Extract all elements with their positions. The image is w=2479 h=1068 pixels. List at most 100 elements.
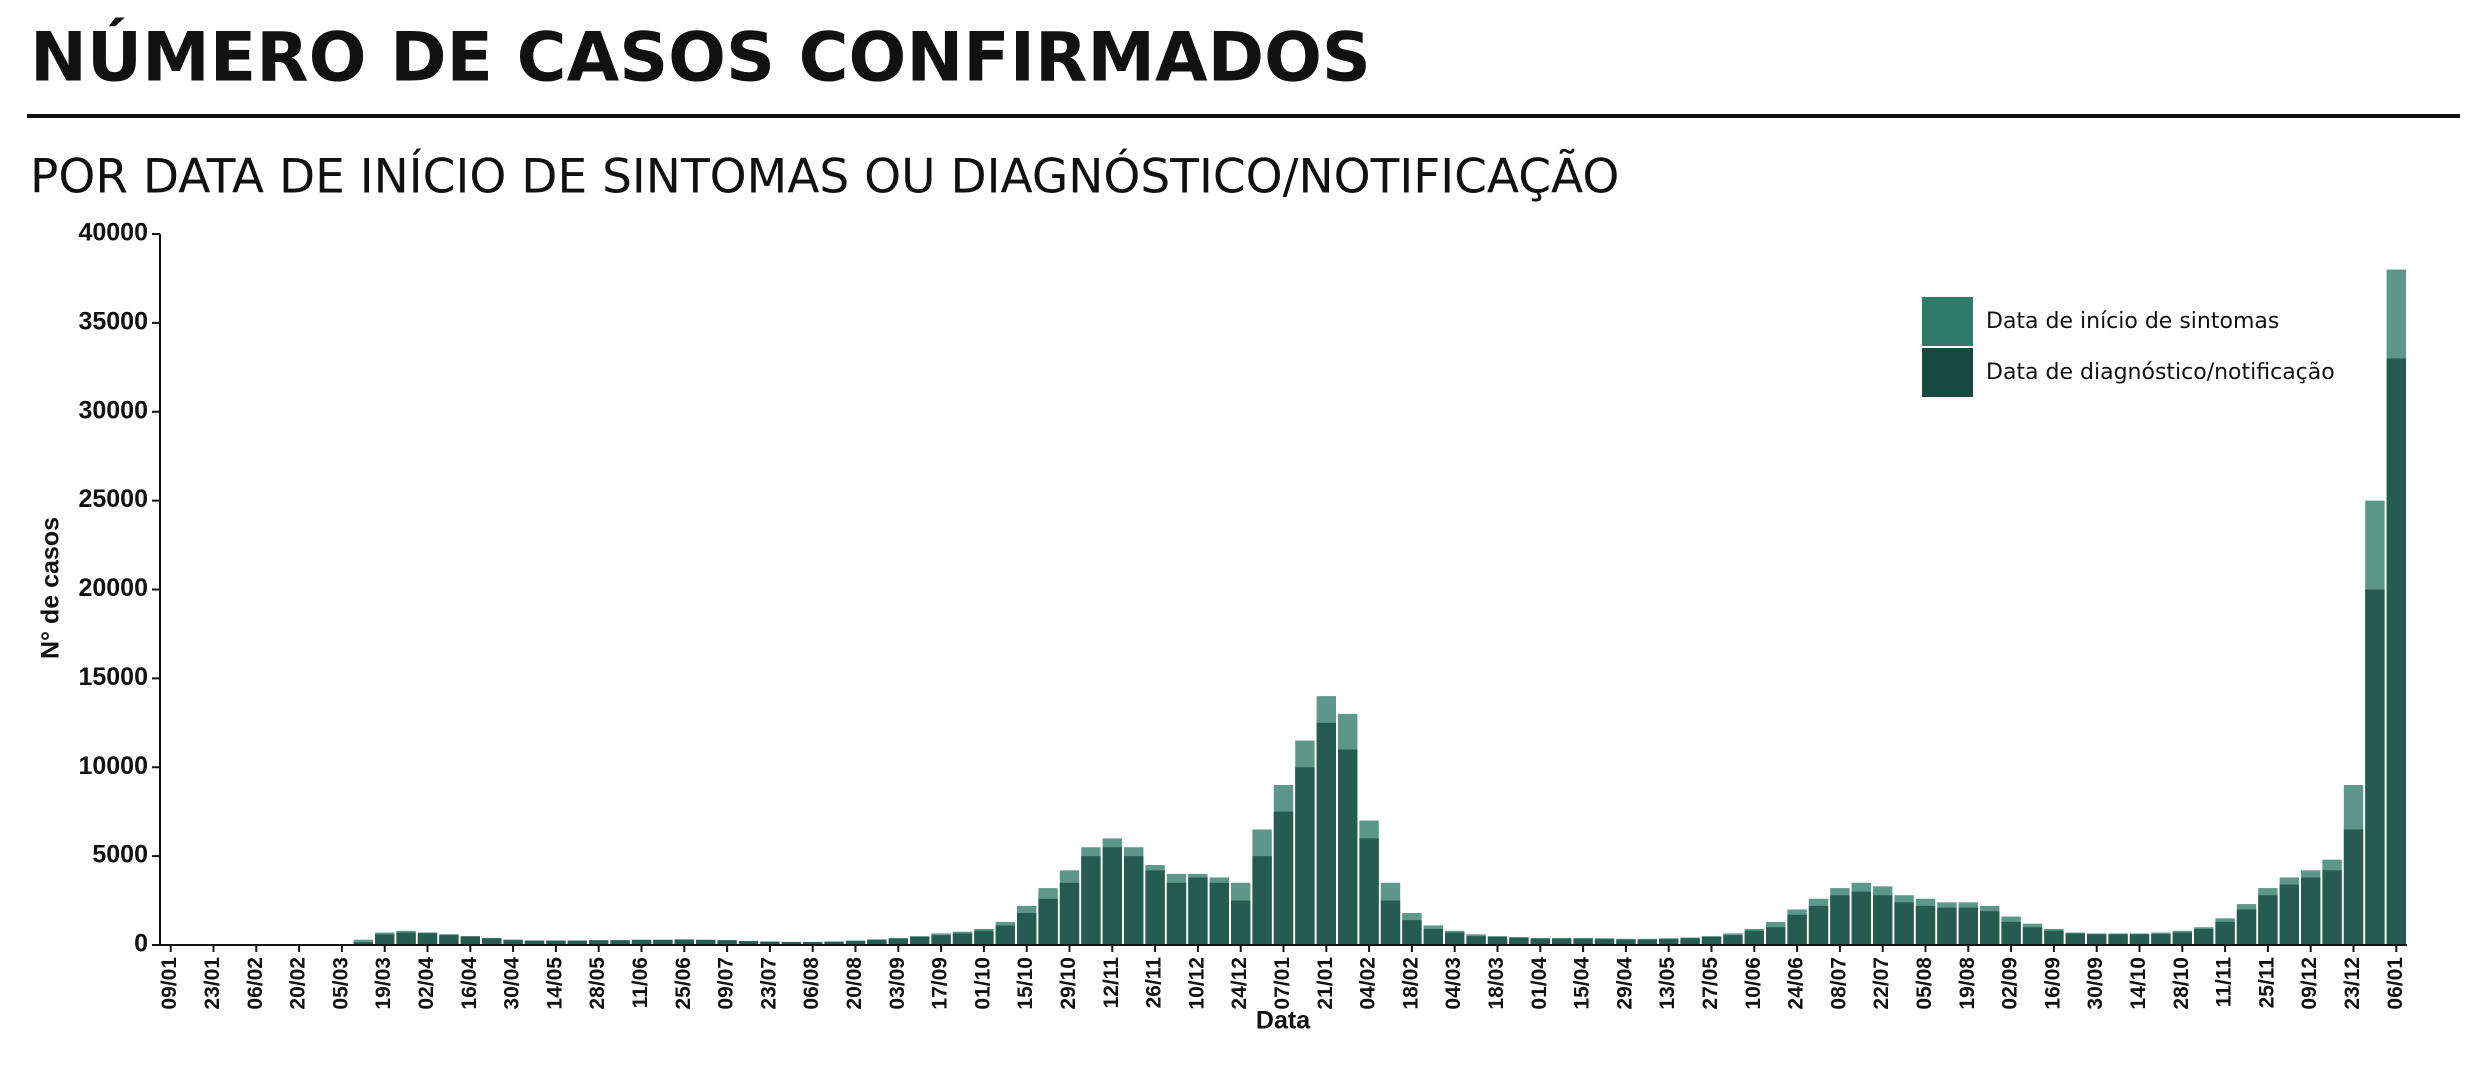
x-tick-label: 16/04: [458, 957, 481, 1010]
x-tick-label: 30/04: [501, 957, 524, 1010]
x-tick-label: 11/11: [2213, 957, 2236, 1008]
bar: [738, 941, 759, 945]
bar: [888, 938, 908, 945]
bar: [1231, 900, 1251, 945]
x-tick-label: 30/09: [2084, 957, 2107, 1010]
bar: [1316, 722, 1336, 945]
bar: [845, 941, 866, 945]
bar: [653, 940, 673, 945]
bar: [1980, 911, 2000, 945]
bar: [439, 934, 459, 945]
bar: [631, 940, 652, 945]
x-tick-label: 23/12: [2341, 957, 2364, 1010]
x-tick-label: 18/03: [1485, 957, 1508, 1010]
bar: [2087, 934, 2107, 945]
bar: [1530, 938, 1550, 945]
bar: [2001, 921, 2021, 945]
bar: [1124, 856, 1144, 945]
x-tick-label: 24/12: [1228, 957, 1251, 1010]
x-tick-label: 20/02: [287, 957, 310, 1010]
bar: [1808, 905, 1829, 945]
bar: [589, 940, 609, 945]
bar: [1059, 882, 1080, 945]
bar: [1573, 938, 1593, 945]
bar: [1380, 900, 1401, 945]
bar: [824, 941, 844, 945]
bar: [1894, 902, 1914, 945]
bar: [610, 940, 630, 945]
bar: [353, 942, 373, 945]
y-tick-label: 15000: [78, 663, 148, 691]
bar: [2279, 884, 2299, 945]
x-tick-label: 05/03: [329, 957, 352, 1010]
bar: [1851, 891, 1871, 945]
bar: [1637, 939, 1657, 945]
x-tick-label: 25/11: [2255, 957, 2278, 1009]
bar: [2386, 358, 2406, 945]
x-tick-label: 02/09: [1999, 957, 2022, 1010]
bar: [1295, 767, 1315, 945]
chart-title: NÚMERO DE CASOS CONFIRMADOS: [30, 18, 1371, 98]
bar: [1937, 907, 1957, 945]
x-tick-label: 23/07: [757, 957, 780, 1010]
bar: [1017, 913, 1037, 945]
x-tick-label: 26/11: [1143, 957, 1166, 1009]
bar: [1209, 882, 1229, 945]
bar: [974, 930, 994, 945]
x-tick-label: 09/07: [715, 957, 738, 1010]
x-tick-label: 25/06: [672, 957, 695, 1010]
bar: [1701, 937, 1722, 945]
bar: [1659, 939, 1679, 945]
x-tick-label: 07/01: [1271, 957, 1294, 1010]
x-tick-label: 03/09: [886, 957, 909, 1010]
x-tick-label: 29/10: [1057, 957, 1080, 1010]
bar: [1402, 920, 1422, 945]
bar: [1509, 937, 1529, 945]
bar: [546, 940, 566, 945]
x-axis-label: Data: [1256, 1007, 1311, 1035]
x-tick-label: 19/08: [1956, 957, 1979, 1010]
bar: [1466, 936, 1486, 945]
x-tick-label: 09/01: [158, 957, 181, 1010]
legend-swatch: [1922, 348, 1973, 397]
bar: [2215, 921, 2235, 945]
x-tick-label: 12/11: [1100, 957, 1123, 1009]
bar: [1958, 907, 1978, 945]
x-tick-label: 05/08: [1913, 957, 1936, 1010]
x-tick-label: 04/02: [1357, 957, 1380, 1010]
bar: [2322, 870, 2342, 945]
bar: [1594, 939, 1615, 945]
x-tick-label: 21/01: [1314, 957, 1337, 1010]
y-tick-label: 0: [134, 930, 148, 958]
bar: [1252, 856, 1272, 945]
bar: [2108, 934, 2128, 945]
bar: [503, 939, 523, 945]
bar: [995, 925, 1015, 945]
x-tick-label: 29/04: [1613, 957, 1636, 1010]
x-tick-label: 27/05: [1699, 957, 1722, 1010]
bar: [2236, 909, 2257, 945]
bar: [1273, 811, 1294, 945]
x-tick-label: 01/04: [1528, 957, 1551, 1010]
x-tick-label: 02/04: [415, 957, 438, 1010]
x-tick-label: 28/10: [2170, 957, 2193, 1010]
x-tick-label: 15/10: [1014, 957, 1037, 1010]
legend-swatch: [1922, 297, 1973, 346]
bar: [375, 934, 395, 945]
x-tick-label: 16/09: [2041, 957, 2064, 1010]
bar: [1680, 938, 1700, 945]
x-tick-label: 08/07: [1827, 957, 1850, 1010]
x-tick-label: 23/01: [201, 957, 224, 1010]
bar: [1359, 838, 1379, 945]
bar: [1830, 895, 1850, 945]
x-tick-label: 01/10: [971, 957, 994, 1010]
bar: [1166, 882, 1187, 945]
bar: [2365, 589, 2385, 945]
bar: [2343, 829, 2364, 945]
bar: [524, 940, 545, 945]
bar: [1787, 914, 1807, 945]
bar: [674, 939, 694, 945]
bar: [396, 932, 416, 945]
bar: [1338, 749, 1358, 945]
